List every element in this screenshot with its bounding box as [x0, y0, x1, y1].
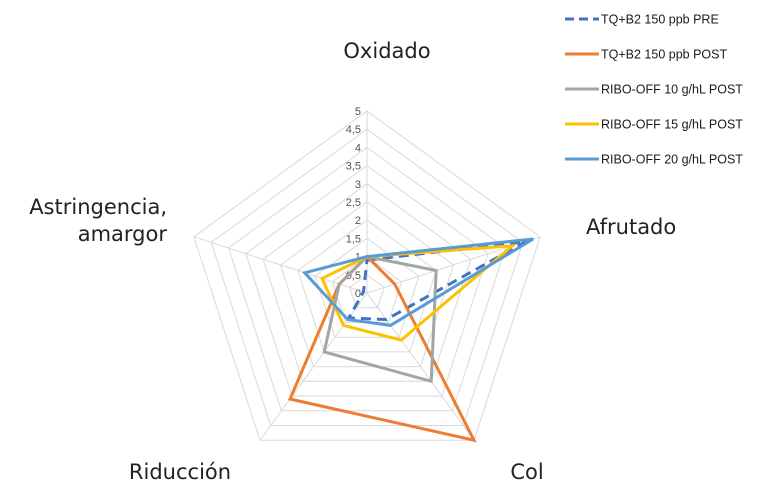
series-line — [320, 243, 517, 342]
grid-ring — [314, 237, 420, 338]
radar-series — [287, 237, 534, 443]
grid-spoke — [366, 292, 475, 441]
axis-label: Astringencia, amargor — [29, 195, 167, 246]
radar-axis-labels: Oxidado Afrutado Col Riducción Astringencia,… — [29, 39, 676, 484]
grid-ring — [193, 110, 541, 441]
axis-label-line: Afrutado — [586, 215, 676, 239]
grid-ring — [227, 146, 507, 412]
legend-label: RIBO-OFF 15 g/hL POST — [601, 118, 743, 132]
legend-label: RIBO-OFF 10 g/hL POST — [601, 83, 743, 97]
axis-label-line: Riducción — [129, 460, 231, 484]
legend: TQ+B2 150 ppb PRE TQ+B2 150 ppb POST RIBO-… — [565, 13, 743, 167]
axis-label-line: amargor — [78, 222, 168, 246]
legend-label: TQ+B2 150 ppb POST — [601, 48, 727, 62]
tick-label: 5 — [355, 106, 361, 118]
grid-ring — [349, 274, 385, 309]
tick-label: 4 — [355, 142, 361, 154]
axis-label: Col — [510, 460, 543, 484]
series-line — [301, 237, 534, 327]
axis-label-line: Astringencia, — [29, 195, 167, 219]
tick-label: 3,5 — [346, 161, 361, 173]
grid-ring — [210, 128, 524, 426]
grid-ring — [245, 164, 489, 397]
axis-label: Riducción — [129, 460, 231, 484]
series-line — [322, 254, 438, 384]
axis-label-line: Oxidado — [343, 39, 430, 63]
legend-label: TQ+B2 150 ppb PRE — [601, 13, 719, 27]
grid-ring — [279, 201, 455, 368]
tick-label: 2 — [355, 215, 361, 227]
radar-grid — [193, 110, 541, 441]
series-line — [346, 239, 527, 322]
tick-label: 1,5 — [346, 233, 361, 245]
legend-label: RIBO-OFF 20 g/hL POST — [601, 153, 743, 167]
radial-tick-labels: 00,511,522,533,544,55 — [346, 106, 361, 300]
axis-label-line: Col — [510, 460, 543, 484]
axis-label: Oxidado — [343, 39, 430, 63]
axis-label: Afrutado — [586, 215, 676, 239]
tick-label: 2,5 — [346, 197, 361, 209]
tick-label: 0 — [355, 288, 361, 300]
tick-label: 3 — [355, 179, 361, 191]
grid-ring — [297, 219, 437, 353]
tick-label: 4,5 — [346, 124, 361, 136]
